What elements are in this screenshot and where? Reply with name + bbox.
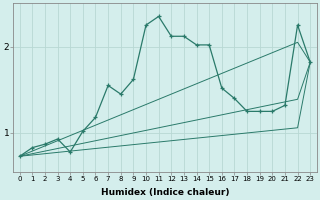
X-axis label: Humidex (Indice chaleur): Humidex (Indice chaleur) (101, 188, 229, 197)
